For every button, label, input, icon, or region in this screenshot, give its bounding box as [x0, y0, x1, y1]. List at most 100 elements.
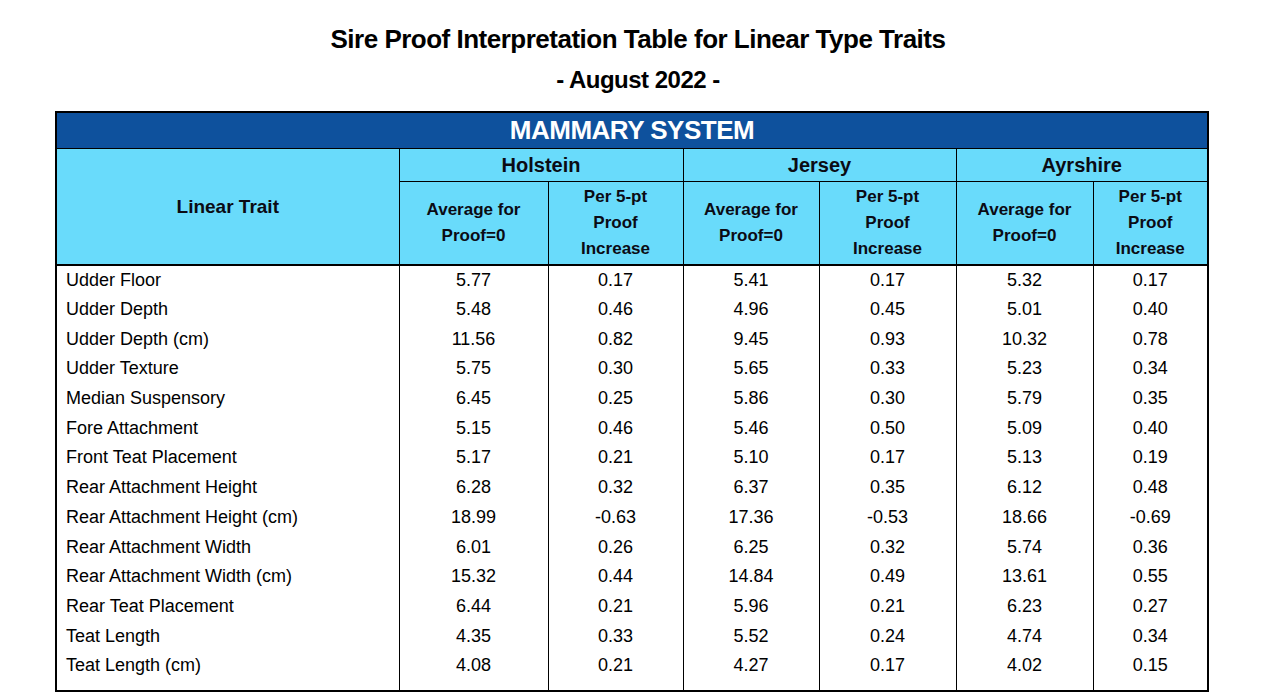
trait-value: 0.55 — [1093, 562, 1208, 592]
trait-value: 0.46 — [548, 413, 683, 443]
stub-cell — [683, 681, 819, 691]
trait-value: 5.75 — [399, 354, 548, 384]
trait-value: -0.53 — [819, 502, 956, 532]
column-header-linear-trait: Linear Trait — [56, 149, 399, 265]
trait-value: 0.33 — [548, 621, 683, 651]
trait-value: 5.10 — [683, 443, 819, 473]
stub-cell — [1093, 681, 1208, 691]
trait-name: Median Suspensory — [56, 384, 399, 414]
trait-value: 5.13 — [956, 443, 1093, 473]
trait-value: 0.17 — [819, 443, 956, 473]
trait-value: 0.50 — [819, 413, 956, 443]
trait-value: 5.01 — [956, 295, 1093, 325]
column-header-ayrshire: Ayrshire — [956, 149, 1208, 182]
trait-value: 6.01 — [399, 532, 548, 562]
trait-value: 0.27 — [1093, 592, 1208, 622]
breed-header-row: Linear Trait Holstein Jersey Ayrshire — [56, 149, 1208, 182]
trait-value: 5.15 — [399, 413, 548, 443]
trait-value: 0.46 — [548, 295, 683, 325]
trait-value: 17.36 — [683, 502, 819, 532]
trait-value: 6.23 — [956, 592, 1093, 622]
subheader-ayrshire-per5pt: Per 5-pt Proof Increase — [1093, 182, 1208, 265]
trait-value: 0.15 — [1093, 651, 1208, 681]
trait-value: 5.17 — [399, 443, 548, 473]
column-header-jersey: Jersey — [683, 149, 956, 182]
section-header-row: MAMMARY SYSTEM — [56, 112, 1208, 149]
trait-value: 0.45 — [819, 295, 956, 325]
trait-value: 0.24 — [819, 621, 956, 651]
trait-value: 0.26 — [548, 532, 683, 562]
trait-value: 18.99 — [399, 502, 548, 532]
table-row: Teat Length4.350.335.520.244.740.34 — [56, 621, 1208, 651]
trait-value: 5.09 — [956, 413, 1093, 443]
table-body: Udder Floor5.770.175.410.175.320.17Udder… — [56, 265, 1208, 691]
trait-value: 0.21 — [819, 592, 956, 622]
trait-value: 4.08 — [399, 651, 548, 681]
trait-value: 0.35 — [1093, 384, 1208, 414]
trait-value: 0.32 — [548, 473, 683, 503]
trait-value: 0.49 — [819, 562, 956, 592]
trait-value: 0.32 — [819, 532, 956, 562]
stub-cell — [56, 681, 399, 691]
trait-value: 0.17 — [819, 265, 956, 295]
trait-value: 0.21 — [548, 443, 683, 473]
trait-name: Udder Texture — [56, 354, 399, 384]
trait-name: Rear Attachment Width (cm) — [56, 562, 399, 592]
trait-value: 0.21 — [548, 651, 683, 681]
page: Sire Proof Interpretation Table for Line… — [0, 0, 1276, 692]
trait-name: Rear Attachment Height (cm) — [56, 502, 399, 532]
trait-value: 13.61 — [956, 562, 1093, 592]
trait-value: 0.40 — [1093, 413, 1208, 443]
subheader-jersey-per5pt: Per 5-pt Proof Increase — [819, 182, 956, 265]
trait-value: 6.12 — [956, 473, 1093, 503]
table-row: Udder Depth (cm)11.560.829.450.9310.320.… — [56, 324, 1208, 354]
subheader-jersey-average: Average for Proof=0 — [683, 182, 819, 265]
trait-value: 0.44 — [548, 562, 683, 592]
subheader-ayrshire-average: Average for Proof=0 — [956, 182, 1093, 265]
trait-name: Fore Attachment — [56, 413, 399, 443]
trait-value: 6.44 — [399, 592, 548, 622]
stub-cell — [956, 681, 1093, 691]
trait-value: 5.52 — [683, 621, 819, 651]
trait-name: Udder Depth — [56, 295, 399, 325]
trait-value: 0.36 — [1093, 532, 1208, 562]
trait-value: 0.33 — [819, 354, 956, 384]
trait-value: 5.65 — [683, 354, 819, 384]
trait-value: 9.45 — [683, 324, 819, 354]
trait-value: 0.34 — [1093, 354, 1208, 384]
table-row: Rear Attachment Height (cm)18.99-0.6317.… — [56, 502, 1208, 532]
trait-value: 0.93 — [819, 324, 956, 354]
trait-value: 0.17 — [548, 265, 683, 295]
stub-cell — [548, 681, 683, 691]
trait-value: 0.48 — [1093, 473, 1208, 503]
trait-value: 14.84 — [683, 562, 819, 592]
trait-name: Teat Length (cm) — [56, 651, 399, 681]
trait-value: 5.77 — [399, 265, 548, 295]
trait-value: 6.37 — [683, 473, 819, 503]
trait-value: 0.34 — [1093, 621, 1208, 651]
column-header-holstein: Holstein — [399, 149, 683, 182]
trait-name: Rear Attachment Width — [56, 532, 399, 562]
trait-value: 0.35 — [819, 473, 956, 503]
table-row: Udder Floor5.770.175.410.175.320.17 — [56, 265, 1208, 295]
trait-name: Front Teat Placement — [56, 443, 399, 473]
subheader-holstein-average: Average for Proof=0 — [399, 182, 548, 265]
trait-name: Rear Teat Placement — [56, 592, 399, 622]
trait-value: 4.27 — [683, 651, 819, 681]
subheader-holstein-per5pt: Per 5-pt Proof Increase — [548, 182, 683, 265]
trait-value: 0.30 — [819, 384, 956, 414]
trait-name: Teat Length — [56, 621, 399, 651]
trait-value: 5.41 — [683, 265, 819, 295]
trait-value: 5.74 — [956, 532, 1093, 562]
table-row: Median Suspensory6.450.255.860.305.790.3… — [56, 384, 1208, 414]
sire-proof-table: MAMMARY SYSTEM Linear Trait Holstein Jer… — [55, 111, 1209, 692]
table-row: Udder Texture5.750.305.650.335.230.34 — [56, 354, 1208, 384]
table-row: Rear Teat Placement6.440.215.960.216.230… — [56, 592, 1208, 622]
table-row: Fore Attachment5.150.465.460.505.090.40 — [56, 413, 1208, 443]
trait-value: 0.17 — [1093, 265, 1208, 295]
trait-value: 5.86 — [683, 384, 819, 414]
table-row: Udder Depth5.480.464.960.455.010.40 — [56, 295, 1208, 325]
trait-name: Rear Attachment Height — [56, 473, 399, 503]
table-row: Rear Attachment Width (cm)15.320.4414.84… — [56, 562, 1208, 592]
trait-value: 6.28 — [399, 473, 548, 503]
